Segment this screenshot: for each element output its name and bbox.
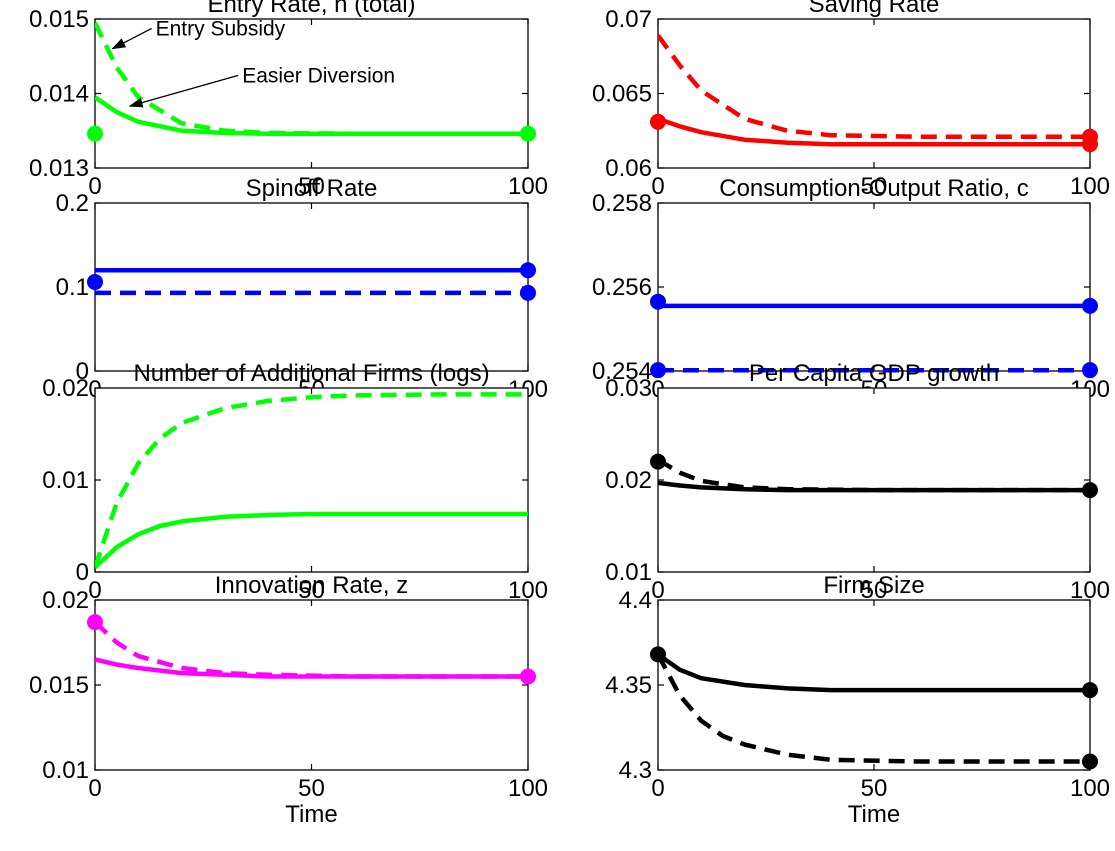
endpoint-marker — [87, 273, 103, 290]
x-tick-label: 50 — [861, 173, 888, 200]
y-tick-label: 0.06 — [605, 155, 652, 182]
endpoint-marker — [520, 262, 536, 279]
axes-box — [94, 387, 529, 573]
endpoint-marker — [1082, 362, 1098, 379]
y-tick-label: 0.03 — [605, 375, 652, 402]
annotation-arrow — [111, 27, 152, 50]
endpoint-marker — [650, 113, 666, 130]
series-line-solid — [658, 480, 1090, 493]
panel-spinoff-rate: Spinoff Rate 0 50 100 0 0.1 0.2 — [56, 175, 548, 403]
series-line-dashed — [95, 620, 528, 679]
panel-title: Consumption-Output Ratio, c — [719, 175, 1028, 202]
endpoint-marker — [87, 125, 103, 142]
y-tick-label: 0.014 — [29, 81, 89, 108]
annotation-label: Entry Subsidy — [156, 17, 286, 40]
y-tick-label: 0.02 — [42, 375, 89, 402]
panel-saving-rate: Saving Rate 0 50 100 0.06 0.065 0.07 — [592, 0, 1110, 200]
endpoint-marker — [520, 284, 536, 301]
panel-firm-size: Firm Size 0 50 100 4.3 4.35 4.4 Time — [605, 572, 1110, 828]
y-tick-label: 4.35 — [605, 672, 652, 699]
x-tick-label: 100 — [508, 173, 548, 200]
axes-box — [94, 599, 529, 771]
y-tick-label: 0.065 — [592, 81, 652, 108]
y-tick-label: 0.01 — [42, 467, 89, 494]
y-tick-label: 4.4 — [619, 587, 652, 614]
endpoint-marker — [1082, 753, 1098, 770]
y-tick-label: 4.3 — [619, 757, 652, 784]
axes-box — [657, 202, 1091, 372]
annotation-label: Easier Diversion — [242, 64, 395, 87]
x-tick-label: 50 — [861, 775, 888, 802]
endpoint-marker — [87, 614, 103, 631]
y-tick-label: 0 — [76, 559, 89, 586]
y-tick-label: 0.01 — [605, 559, 652, 586]
panel-consumption-output: Consumption-Output Ratio, c0501000.2540.… — [592, 175, 1110, 403]
x-tick-label: 100 — [508, 775, 548, 802]
x-axis-label: Time — [848, 801, 900, 828]
series-line-dashed — [658, 457, 1090, 493]
series-line-solid — [95, 95, 528, 136]
x-tick-label: 100 — [1070, 775, 1110, 802]
endpoint-marker — [650, 646, 666, 663]
y-tick-label: 0.01 — [42, 757, 89, 784]
endpoint-marker — [520, 668, 536, 685]
series-line-solid — [658, 116, 1090, 147]
y-tick-label: 0 — [76, 358, 89, 385]
panel-additional-firms: Number of Additional Firms (logs)0 50 1000… — [42, 360, 548, 604]
series-line-dashed — [95, 392, 528, 569]
y-tick-label: 0.013 — [29, 155, 89, 182]
x-tick-label: 100 — [1070, 173, 1110, 200]
axes-box — [657, 599, 1091, 771]
x-tick-label: 50 — [298, 173, 325, 200]
x-tick-label: 0 — [88, 775, 101, 802]
panel-title: Per Capita GDP growth — [749, 360, 999, 387]
endpoint-marker — [650, 453, 666, 470]
endpoint-marker — [1082, 682, 1098, 699]
y-tick-label: 0.02 — [605, 467, 652, 494]
x-axis-label: Time — [285, 801, 337, 828]
endpoint-marker — [1082, 482, 1098, 499]
endpoint-marker — [520, 125, 536, 142]
x-tick-label: 0 — [88, 173, 101, 200]
y-tick-label: 0.256 — [592, 274, 652, 301]
x-tick-label: 50 — [298, 775, 325, 802]
panel-innovation-rate: Innovation Rate, z 0 50 100 0.01 0.015 0.02 Tim… — [29, 572, 548, 828]
endpoint-marker — [1082, 128, 1098, 145]
axes-box — [94, 18, 529, 169]
endpoint-marker — [1082, 297, 1098, 314]
y-tick-label: 0.015 — [29, 6, 89, 33]
y-tick-label: 0.258 — [592, 190, 652, 217]
panel-entry-rate: Entry Rate, n (total) 0 50 100 0.013 0.014 0.0… — [29, 0, 548, 200]
series-line-dashed — [658, 34, 1090, 139]
panel-title: Firm Size — [823, 572, 924, 599]
y-tick-label: 0.2 — [56, 190, 89, 217]
endpoint-marker — [650, 293, 666, 310]
x-tick-label: 0 — [651, 577, 664, 604]
axes-box — [657, 387, 1091, 573]
panel-title: Entry Rate, n (total) — [207, 0, 415, 18]
panel-title: Spinoff Rate — [246, 175, 378, 202]
panel-title: Saving Rate — [809, 0, 940, 18]
panel-title: Innovation Rate, z — [215, 572, 408, 599]
panel-title: Number of Additional Firms (logs) — [133, 360, 489, 387]
endpoint-marker — [650, 362, 666, 379]
y-tick-label: 0.1 — [56, 274, 89, 301]
y-tick-label: 0.254 — [592, 358, 652, 385]
y-tick-label: 0.02 — [42, 587, 89, 614]
x-tick-label: 0 — [88, 577, 101, 604]
axes-box — [94, 202, 529, 372]
x-tick-label: 0 — [651, 173, 664, 200]
x-tick-label: 0 — [651, 775, 664, 802]
annotation-arrow — [128, 74, 239, 108]
y-tick-label: 0.07 — [605, 6, 652, 33]
series-line-dashed — [658, 653, 1090, 764]
y-tick-label: 0.015 — [29, 672, 89, 699]
series-line-solid — [95, 511, 528, 570]
series-line-solid — [658, 652, 1090, 693]
series-line-dashed — [95, 21, 528, 136]
